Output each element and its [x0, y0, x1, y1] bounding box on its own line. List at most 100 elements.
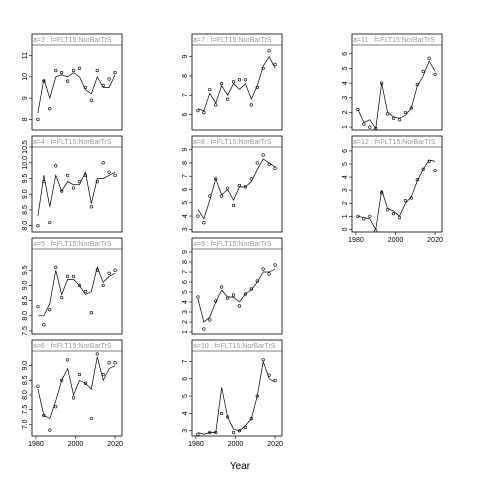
y-tick-label: 5	[182, 201, 189, 205]
data-point	[89, 205, 93, 209]
data-point	[54, 164, 58, 168]
data-point	[243, 78, 248, 82]
data-point	[77, 283, 82, 288]
y-tick-label: 6	[182, 377, 189, 381]
fitted-line	[197, 55, 276, 112]
data-point	[403, 199, 408, 203]
data-point	[261, 358, 265, 362]
panel: a=4 : f=FLT15:NorBarTrS 8.0 8.5 9.0 9.5 10.0 1…	[22, 135, 123, 233]
data-point	[48, 308, 52, 312]
data-point	[231, 430, 236, 435]
data-point	[60, 189, 64, 193]
data-point	[220, 411, 224, 416]
data-point	[48, 220, 52, 225]
data-point	[113, 173, 117, 177]
y-tick-label: 5	[182, 290, 189, 294]
data-point	[433, 72, 437, 76]
y-tick-label: 4	[182, 214, 189, 218]
panel: a=8 : f=FLT15:NorBarTrS 3 4 5 6 7 8 9	[182, 135, 283, 233]
data-point	[273, 62, 277, 66]
strip-label: a=5 : f=FLT15:NorBarTrS	[33, 241, 112, 248]
fitted-line	[197, 361, 276, 435]
y-tick-label: 3	[182, 227, 189, 231]
data-point	[196, 109, 200, 113]
data-point	[95, 68, 99, 73]
y-tick-label: 2	[182, 320, 189, 324]
data-point	[71, 274, 76, 278]
data-point	[391, 212, 396, 216]
panel: a=12 : f=FLT15:NorBarTrS 0 1 2 3 4 5 6 1980 2000 2…	[342, 135, 443, 244]
panel-frame	[31, 135, 123, 233]
y-tick-label: 3	[182, 429, 189, 433]
y-tick-label: 4	[342, 81, 349, 85]
fitted-line	[37, 356, 116, 419]
y-tick-label: 9.0	[22, 189, 29, 199]
y-tick-label: 8	[182, 74, 189, 78]
y-tick-label: 4	[182, 300, 189, 304]
fitted-line	[357, 60, 436, 130]
data-point	[273, 263, 277, 267]
data-point	[237, 78, 242, 82]
data-point	[273, 166, 277, 170]
fitted-line	[37, 266, 116, 317]
data-point	[208, 87, 212, 92]
data-point	[255, 161, 259, 165]
y-tick-label: 7	[182, 359, 189, 363]
data-point	[77, 66, 82, 70]
data-point	[202, 111, 206, 115]
x-tick-label: 1980	[28, 441, 44, 448]
panel: a=9 : f=FLT15:NorBarTrS 1 2 3 4 5 6 7 8 9	[182, 237, 283, 335]
data-point	[427, 56, 431, 60]
y-tick-label: 8.5	[22, 296, 29, 306]
y-tick-label: 8	[182, 260, 189, 264]
plot-area	[36, 66, 117, 121]
plot-area	[196, 358, 277, 436]
data-point	[48, 107, 52, 111]
data-point	[231, 80, 236, 84]
data-point	[101, 283, 105, 288]
y-tick-label: 2	[342, 201, 349, 205]
y-tick-label: 9.0	[22, 361, 29, 371]
data-point	[95, 180, 99, 184]
fitted-line	[197, 158, 276, 220]
data-point	[368, 214, 372, 218]
x-tick-label: 2000	[228, 441, 244, 448]
y-tick-label: 1	[182, 330, 189, 334]
data-point	[89, 416, 93, 421]
y-tick-label: 10	[22, 73, 29, 81]
data-point	[71, 68, 76, 73]
plot-area	[196, 263, 277, 331]
data-point	[107, 170, 111, 174]
data-point	[36, 305, 40, 309]
data-point	[66, 79, 70, 83]
data-point	[208, 318, 212, 322]
panel-frame	[351, 33, 443, 131]
data-point	[83, 381, 88, 385]
data-point	[48, 428, 52, 432]
x-tick-label: 2000	[388, 237, 404, 244]
panel-frame	[191, 339, 283, 437]
plot-area	[196, 153, 277, 225]
data-point	[60, 378, 64, 382]
panel-frame	[191, 135, 283, 233]
strip-label: a=11 : f=FLT15:NorBarTrS	[353, 37, 435, 44]
y-tick-label: 8.5	[22, 205, 29, 215]
data-point	[60, 295, 64, 300]
data-point	[113, 71, 117, 75]
data-point	[113, 268, 117, 272]
y-tick-label: 3	[342, 96, 349, 100]
data-point	[54, 405, 58, 409]
data-point	[66, 173, 70, 177]
y-tick-label: 4	[342, 175, 349, 179]
panel: a=10 : f=FLT15:NorBarTrS 3 4 5 6 7 1980 2000 202…	[182, 339, 283, 448]
data-point	[214, 103, 218, 107]
strip-label: a=8 : f=FLT15:NorBarTrS	[193, 139, 272, 146]
y-tick-label: 8.5	[22, 375, 29, 385]
data-point	[220, 82, 224, 86]
y-tick-label: 10.5	[22, 140, 29, 154]
strip-label: a=9 : f=FLT15:NorBarTrS	[193, 241, 272, 248]
fitted-line	[37, 72, 116, 114]
plot-area	[356, 56, 437, 130]
data-point	[196, 214, 200, 218]
